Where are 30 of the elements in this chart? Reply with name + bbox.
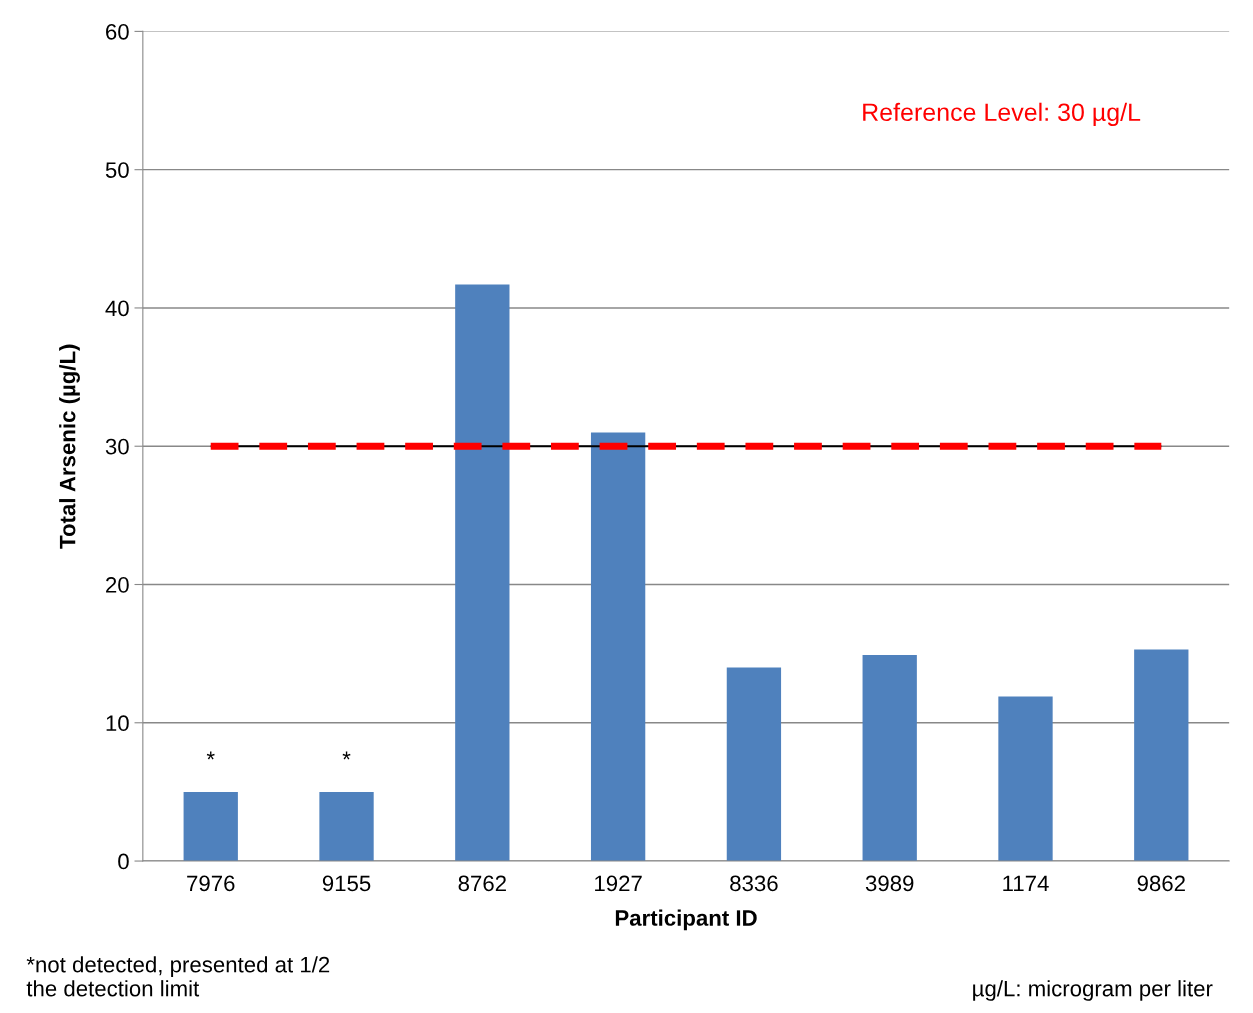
ref-line-label: Reference Level: 30 µg/L xyxy=(863,102,1141,127)
text: µg/L: microgram per liter xyxy=(973,980,1213,1001)
y-tick-label: 10 xyxy=(106,715,129,732)
x-axis-title: Participant ID xyxy=(615,909,757,931)
bar xyxy=(998,696,1053,862)
y-tick-label: 0 xyxy=(118,853,129,870)
bar xyxy=(862,655,917,862)
x-tick-label: 8336 xyxy=(730,875,778,892)
x-tick-label: 3989 xyxy=(865,875,914,892)
bar xyxy=(319,791,374,862)
y-tick-label: 40 xyxy=(105,300,129,317)
x-tick-label: 1174 xyxy=(1003,875,1049,892)
y-tick-label: 30 xyxy=(105,438,129,455)
bar xyxy=(1134,649,1189,862)
y-tick-label: 50 xyxy=(105,162,129,178)
annotation: * xyxy=(206,751,215,760)
y-axis-title: Total Arsenic (µg/L) xyxy=(59,344,80,549)
text: *not detected, presented at 1/2 the detection limit xyxy=(26,956,330,997)
bar xyxy=(726,667,782,862)
x-tick-label: 7976 xyxy=(187,875,235,892)
x-tick-label: 9862 xyxy=(1137,875,1185,892)
bar xyxy=(455,284,510,862)
y-tick-label: 20 xyxy=(106,577,129,593)
bar xyxy=(183,791,238,862)
x-tick-label: 1927 xyxy=(595,875,642,892)
bar xyxy=(590,432,646,862)
x-tick-label: 9155 xyxy=(322,875,371,892)
annotation: * xyxy=(342,751,351,760)
x-tick-label: 8762 xyxy=(458,875,506,892)
y-tick-label: 60 xyxy=(106,23,129,40)
